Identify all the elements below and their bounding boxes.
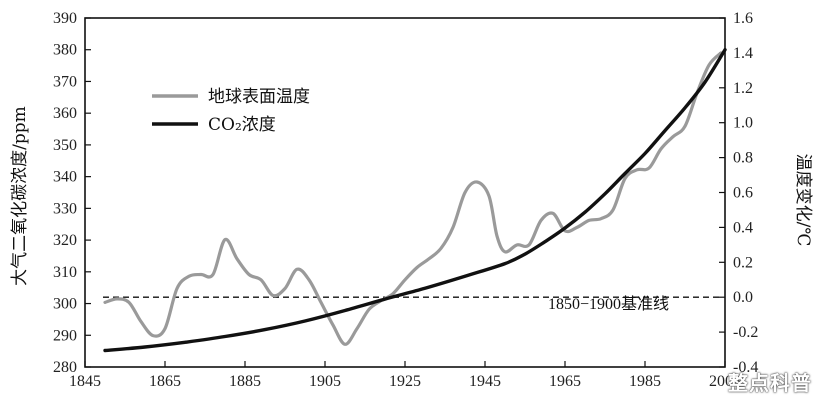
left-tick-label: 290: [53, 327, 77, 344]
x-tick-label: 1865: [149, 373, 181, 390]
right-tick-label: 0.8: [733, 150, 753, 167]
temperature-series-line: [103, 51, 723, 346]
right-tick-label: -0.2: [733, 324, 758, 341]
right-tick-label: 1.4: [733, 45, 753, 62]
right-tick-label: 0.6: [733, 185, 753, 202]
left-tick-label: 330: [53, 200, 77, 217]
x-tick-label: 1845: [69, 373, 101, 390]
legend-label-co2: CO₂浓度: [208, 115, 276, 135]
left-tick-label: 310: [53, 264, 77, 281]
left-tick-label: 320: [53, 232, 77, 249]
right-tick-label: 0.0: [733, 289, 753, 306]
baseline-label: 1850−1900基准线: [548, 295, 669, 313]
watermark: 整点科普: [728, 371, 812, 395]
x-tick-label: 1885: [229, 373, 261, 390]
left-axis-label: 大气二氧化碳浓度/ppm: [10, 106, 30, 286]
right-tick-label: 1.0: [733, 115, 753, 132]
x-tick-label: 1965: [549, 373, 581, 390]
x-axis-ticks: 1845 1865 1885 1905 1925 1945 1965 1985 2005: [69, 361, 741, 390]
left-tick-label: 300: [53, 296, 77, 313]
left-tick-label: 280: [53, 359, 77, 376]
right-axis-ticks: -0.4 -0.2 0.0 0.2 0.4 0.6 0.8 1.0 1.2 1.4 1.6: [719, 10, 758, 376]
plot-area: [84, 17, 726, 368]
left-tick-label: 340: [53, 169, 77, 186]
right-tick-label: -0.4: [733, 359, 758, 376]
x-tick-label: 2005: [709, 373, 741, 390]
x-tick-label: 1905: [309, 373, 341, 390]
left-tick-label: 380: [53, 42, 77, 59]
left-tick-label: 350: [53, 137, 77, 154]
x-tick-label: 1985: [629, 373, 661, 390]
series-group: [103, 48, 727, 353]
co2-series-line: [103, 48, 727, 353]
legend: 地球表面温度 CO₂浓度: [152, 87, 310, 135]
right-axis-label: 温度变化/℃: [793, 154, 813, 247]
right-tick-label: 0.4: [733, 219, 753, 236]
left-axis-ticks: 280 290 300 310 320 330 340 350 360 370 380 390: [53, 10, 91, 376]
right-tick-label: 1.6: [733, 10, 753, 27]
left-tick-label: 360: [53, 105, 77, 122]
x-tick-label: 1945: [469, 373, 501, 390]
x-tick-label: 1925: [389, 373, 421, 390]
left-tick-label: 370: [53, 73, 77, 90]
plot-frame: [84, 17, 726, 368]
legend-label-temperature: 地球表面温度: [208, 87, 310, 107]
right-tick-label: 0.2: [733, 254, 753, 271]
right-tick-label: 1.2: [733, 80, 753, 97]
left-tick-label: 390: [53, 10, 77, 27]
